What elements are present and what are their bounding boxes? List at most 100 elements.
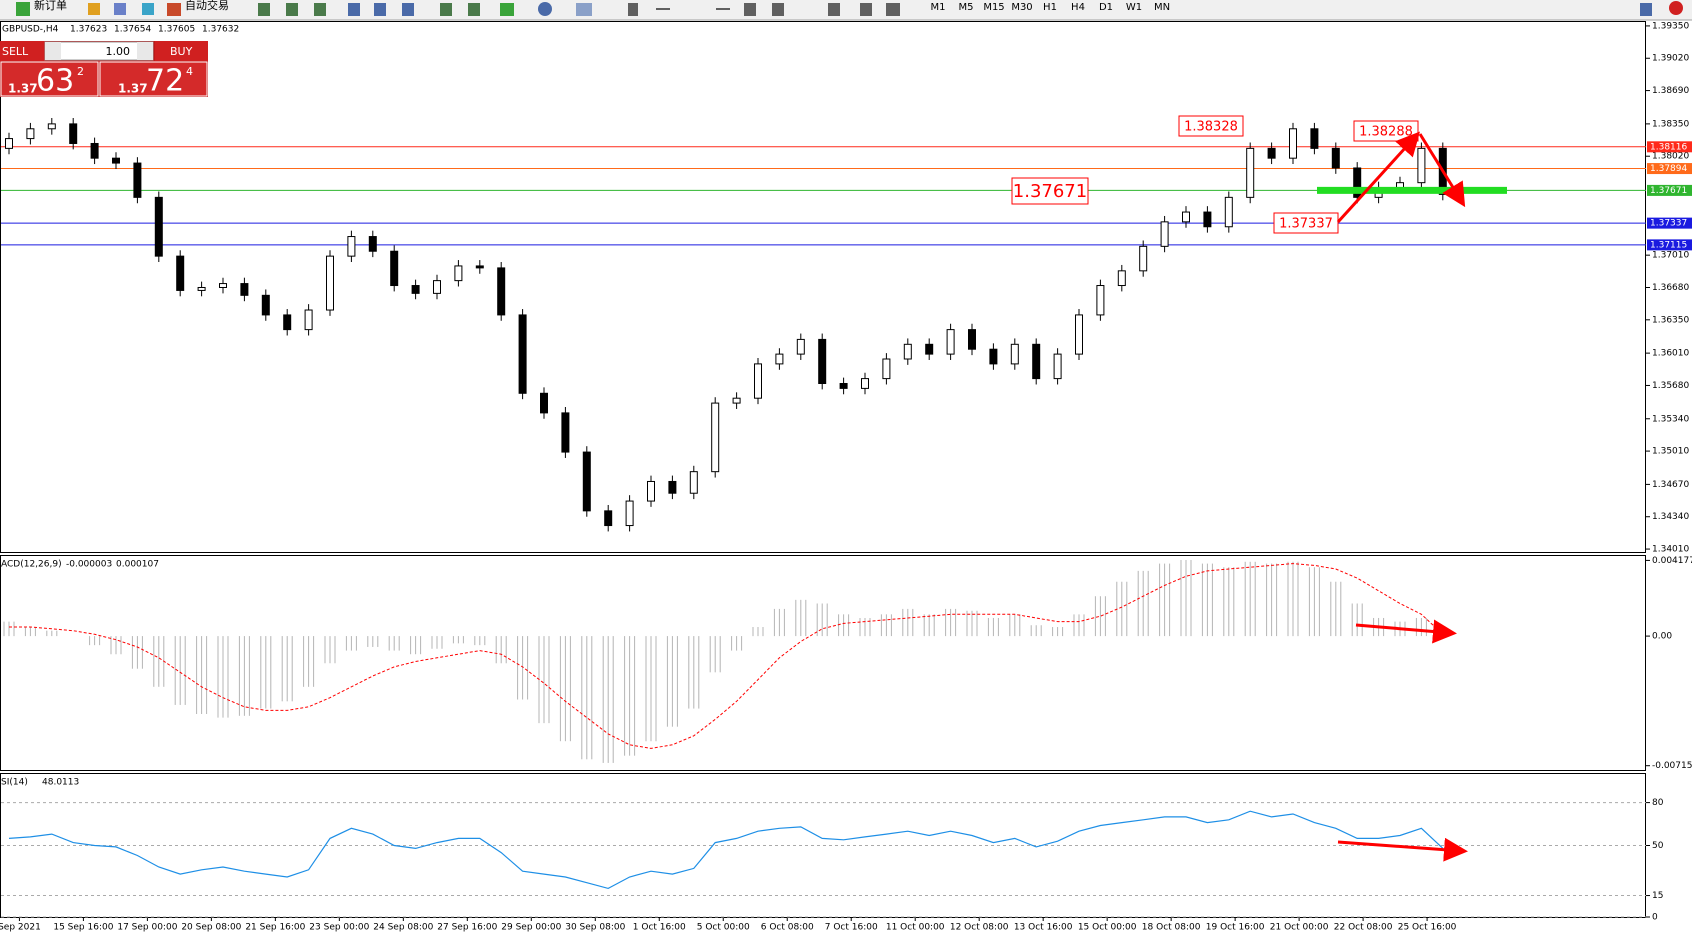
sell-price-small[interactable]: 2 (77, 65, 84, 78)
trend-arrow (1336, 131, 1421, 224)
toolbar-icon[interactable] (114, 3, 126, 15)
level-tag-label: 1.37671 (1650, 186, 1687, 196)
timeframe-button[interactable]: M30 (1011, 2, 1032, 13)
candle-body (1224, 196, 1233, 228)
lot-input[interactable] (44, 41, 154, 61)
candle-body (582, 451, 591, 512)
candle-body (454, 265, 463, 282)
candle-body (925, 343, 934, 355)
x-tick-label: 11 Oct 00:00 (886, 923, 945, 933)
timeframe-button[interactable]: M1 (931, 2, 946, 13)
buy-button[interactable] (155, 41, 208, 61)
new-order-button[interactable]: 新订单 (34, 0, 67, 12)
x-tick-label: 18 Oct 08:00 (1142, 923, 1201, 933)
candle-body (732, 397, 741, 404)
buy-price-small[interactable]: 4 (186, 65, 193, 78)
candle-body (775, 353, 784, 365)
candle-body (112, 157, 120, 164)
level-tag-label: 1.37115 (1650, 240, 1687, 250)
toolbar-icon[interactable] (88, 3, 100, 15)
toolbar-icon[interactable] (628, 3, 638, 16)
timeframes: M1 M5 M15 M30 H1 H4 D1 W1 MN (931, 2, 1171, 13)
sell-price-big[interactable]: 63 (36, 64, 74, 99)
toolbar-icon[interactable] (656, 8, 670, 10)
toolbar-icon[interactable] (538, 2, 552, 16)
candle-body (176, 255, 185, 291)
candle-body (1182, 211, 1190, 223)
buy-price-big[interactable]: 72 (146, 64, 184, 99)
toolbar-icon[interactable] (440, 3, 452, 16)
timeframe-button[interactable]: W1 (1126, 2, 1142, 13)
candle-body (1396, 182, 1404, 189)
candle-body (882, 358, 891, 380)
x-tick-label: 7 Oct 16:00 (825, 923, 878, 933)
toolbar-icon[interactable] (860, 3, 872, 16)
level-tag-label: 1.37337 (1650, 219, 1687, 229)
lot-decrease[interactable] (45, 42, 61, 60)
rsi-line (8, 810, 1444, 890)
timeframe-button[interactable]: M15 (983, 2, 1004, 13)
timeframe-button[interactable]: MN (1154, 2, 1170, 13)
toolbar-icon[interactable] (142, 3, 154, 15)
toolbar-icon[interactable] (468, 3, 480, 16)
buy-price-box[interactable] (99, 61, 208, 97)
new-order-icon[interactable] (16, 2, 30, 16)
timeframe-button[interactable]: H1 (1043, 2, 1057, 13)
toolbar-icon[interactable] (286, 3, 298, 16)
toolbar-icon[interactable] (314, 3, 326, 16)
toolbar-icon[interactable] (348, 3, 360, 16)
indicator-title: SI(14) (1, 778, 28, 788)
quote-value: 1.37654 (114, 25, 151, 35)
sell-label[interactable]: SELL (2, 45, 29, 58)
candle-body (326, 255, 334, 311)
candle-body (1117, 270, 1126, 287)
candle-body (283, 314, 292, 331)
candle-body (604, 510, 613, 527)
autotrade-button[interactable]: 自动交易 (185, 0, 229, 12)
price-annotation-box (1273, 212, 1339, 234)
trade-panel: SELL 1.00 BUY 1.37 63 2 1.37 72 4 (0, 41, 208, 99)
x-tick-label: 15 Sep 16:00 (53, 923, 113, 933)
sell-price-prefix[interactable]: 1.37 (8, 82, 38, 96)
candle-body (90, 142, 99, 159)
toolbar-icon[interactable] (258, 3, 270, 16)
toolbar-icon[interactable] (828, 3, 840, 16)
y-tick-label: 1.34340 (1652, 512, 1689, 522)
toolbar-icon[interactable] (744, 3, 756, 16)
price-annotation: 1.37337 (1279, 217, 1333, 232)
candle-body (1032, 343, 1041, 380)
search-icon[interactable] (1640, 3, 1652, 16)
candle-body (754, 363, 762, 399)
buy-price-prefix[interactable]: 1.37 (118, 82, 148, 96)
candle-body (818, 338, 827, 384)
x-tick-label: 12 Oct 08:00 (950, 923, 1009, 933)
x-tick-label: Sep 2021 (0, 923, 41, 933)
toolbar-icon[interactable] (716, 8, 730, 10)
buy-label[interactable]: BUY (170, 45, 193, 58)
quote-value: 1.37605 (158, 25, 195, 35)
toolbar-icon[interactable] (500, 3, 514, 16)
timeframe-button[interactable]: D1 (1099, 2, 1113, 13)
autotrade-icon[interactable] (167, 3, 181, 16)
sell-price-box[interactable] (0, 61, 99, 97)
lot-value[interactable]: 1.00 (106, 45, 131, 58)
candle-body (154, 196, 163, 257)
timeframe-button[interactable]: M5 (959, 2, 974, 13)
toolbar-icon[interactable] (576, 3, 592, 16)
sell-button[interactable] (0, 41, 45, 61)
candle-body (903, 343, 912, 360)
candle-body (1203, 211, 1212, 228)
timeframe-button[interactable]: H4 (1071, 2, 1085, 13)
candle-body (1417, 147, 1426, 184)
price-annotation: 1.37671 (1013, 181, 1087, 202)
lot-increase[interactable] (137, 42, 153, 60)
level-tag (1647, 141, 1692, 153)
alert-icon[interactable] (1669, 1, 1683, 15)
toolbar-icon[interactable] (886, 3, 900, 16)
toolbar-icon[interactable] (772, 3, 784, 16)
toolbar-icon[interactable] (402, 3, 414, 16)
toolbar-icon[interactable] (374, 3, 386, 16)
y-tick-label: 1.39350 (1652, 21, 1689, 31)
candle-body (1053, 353, 1062, 380)
